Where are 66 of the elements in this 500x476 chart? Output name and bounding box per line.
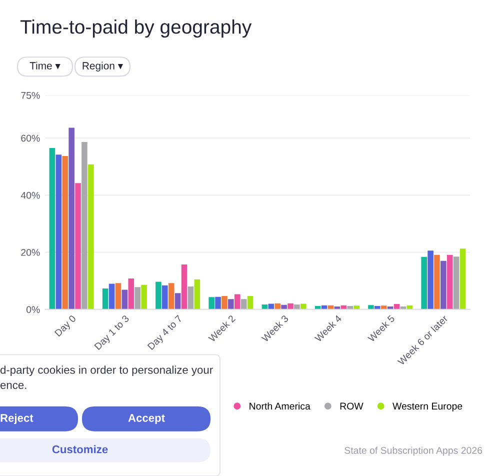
bar — [340, 305, 347, 310]
bar — [453, 256, 460, 310]
bar — [122, 290, 128, 310]
legend-label: Western Europe — [392, 402, 462, 412]
bar — [421, 256, 427, 310]
bar — [174, 293, 181, 310]
bar — [368, 305, 374, 310]
legend-label: ROW — [340, 402, 364, 410]
bar — [108, 284, 115, 310]
bar — [56, 154, 62, 310]
text: Accept — [128, 414, 165, 424]
bar — [188, 286, 194, 310]
bar — [62, 156, 68, 310]
bar — [234, 294, 240, 310]
bar — [228, 299, 234, 310]
bar — [162, 285, 168, 310]
y-tick-label: 0% — [26, 306, 40, 314]
bar — [141, 284, 147, 310]
bar — [215, 296, 221, 310]
x-tick-label: Day 1 to 3 — [94, 314, 131, 352]
bar — [115, 283, 122, 310]
text: Time ▾ — [30, 62, 60, 70]
bar — [240, 299, 247, 310]
bar — [347, 306, 353, 310]
bar — [446, 254, 453, 310]
bar — [428, 250, 434, 310]
bar — [460, 248, 466, 310]
y-tick-label: 20% — [21, 249, 40, 256]
bar — [102, 288, 108, 310]
bar — [194, 279, 200, 310]
bar — [181, 264, 188, 310]
x-tick-label: Day 4 to 7 — [147, 314, 184, 352]
text: State of Subscription Apps 2026 — [344, 446, 482, 456]
bar — [75, 183, 81, 310]
bar — [82, 142, 88, 310]
bar — [88, 164, 94, 310]
bar — [274, 303, 281, 310]
bar — [222, 296, 228, 310]
bar — [440, 260, 446, 310]
x-tick-label: Day 0 — [54, 314, 78, 338]
text: d-party cookies in order to personalize your ence. — [0, 366, 213, 389]
text: Customize — [52, 445, 108, 454]
y-tick-label: 40% — [20, 192, 40, 199]
legend-label: North America — [250, 402, 310, 410]
y-tick-label: 75% — [21, 92, 40, 99]
bar — [434, 254, 440, 310]
bar — [294, 304, 300, 310]
bar — [68, 128, 74, 310]
bar — [288, 303, 294, 310]
chart-title: Time-to-paid by geography — [20, 19, 252, 38]
bar — [374, 306, 380, 310]
bar — [156, 282, 162, 310]
bar — [268, 304, 274, 310]
bar — [128, 278, 134, 310]
bar — [300, 304, 306, 310]
bar — [380, 306, 387, 310]
text: Region ▾ — [82, 62, 124, 72]
bar — [247, 296, 254, 310]
text: Reject — [0, 414, 34, 424]
bar — [168, 283, 174, 310]
bar — [134, 287, 140, 310]
bar — [281, 304, 287, 310]
y-tick-label: 60% — [21, 134, 40, 142]
bar — [354, 306, 360, 310]
bar — [208, 297, 214, 310]
bar — [49, 148, 56, 310]
